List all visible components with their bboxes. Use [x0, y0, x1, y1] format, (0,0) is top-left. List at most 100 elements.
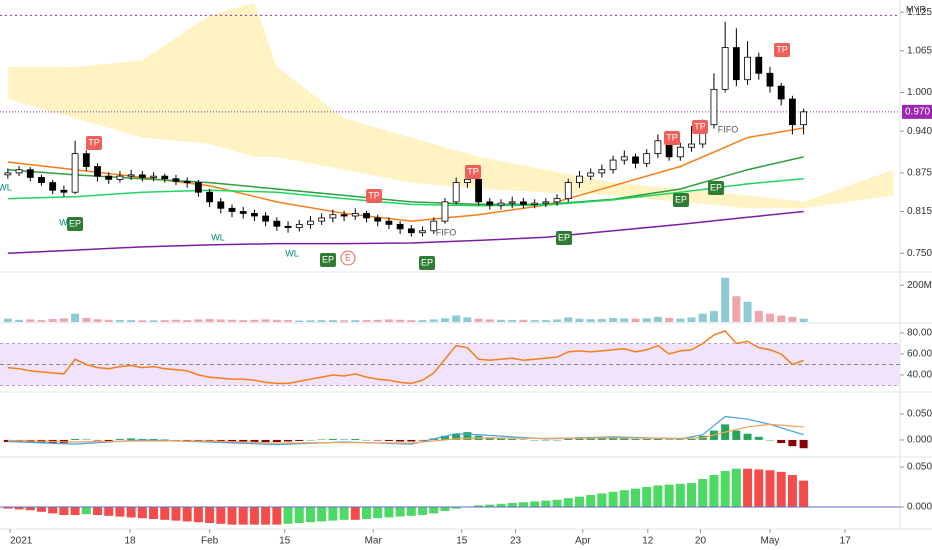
candle-body [441, 201, 449, 222]
candle-body [732, 47, 740, 81]
y-tick-label: 0.050 [907, 409, 932, 420]
candle-body [508, 201, 516, 204]
momentum-bar [249, 507, 259, 525]
y-tick-label: 1.000 [907, 87, 932, 98]
volume-bar [3, 318, 12, 322]
momentum-bar [238, 507, 248, 525]
candle-body [632, 156, 639, 164]
volume-bar [261, 319, 270, 322]
candle-body [374, 217, 382, 222]
macd-bar [485, 437, 494, 440]
y-tick-label: 0.815 [907, 206, 932, 217]
macd-bar [496, 438, 505, 440]
volume-bar [452, 315, 461, 322]
volume-bar [351, 320, 360, 322]
annotation: TP [776, 44, 788, 54]
y-tick-label: 0.050 [907, 462, 932, 473]
y-tick-label: 0.000 [907, 435, 932, 446]
annotation: TP [694, 121, 706, 131]
currency: MYR [906, 4, 927, 14]
momentum-bar [619, 490, 629, 508]
macd-bar [272, 439, 281, 443]
macd-bar [620, 437, 629, 440]
x-tick-label: 15 [456, 536, 468, 547]
annotation: E [345, 252, 351, 262]
annotation-badge [708, 181, 724, 195]
candle-body [307, 220, 314, 225]
volume-bar [205, 319, 214, 322]
volume-bar [340, 320, 349, 322]
x-tick-label: 12 [642, 536, 654, 547]
annotation: WL [285, 248, 299, 258]
candle-body [744, 56, 751, 81]
momentum-bar [70, 507, 80, 516]
candle-body [643, 153, 651, 164]
macd-bar [732, 430, 741, 440]
candle-body [385, 220, 393, 225]
y-tick-label: 0.875 [907, 168, 932, 179]
macd-bar [519, 439, 528, 440]
macd-bar [93, 439, 102, 441]
volume-bar [284, 320, 293, 322]
macd-bar [564, 438, 573, 440]
volume-bar [104, 319, 113, 322]
candle-body [598, 169, 606, 174]
candle-body [766, 72, 774, 87]
momentum-bar [227, 507, 237, 525]
candle-body [183, 180, 191, 183]
candle-body [396, 223, 404, 230]
momentum-bar [216, 507, 226, 524]
volume-bar [732, 296, 741, 322]
volume-bar [396, 319, 405, 322]
volume-bar [138, 320, 147, 322]
macd-bar [340, 439, 349, 440]
annotation-badge [320, 253, 336, 267]
candle-body [576, 175, 583, 183]
volume-bar [93, 319, 102, 322]
candle-body [228, 207, 236, 212]
moving-average [7, 177, 804, 207]
annotation: EP [421, 257, 433, 267]
candle-body [318, 217, 326, 222]
macd-bar [396, 439, 405, 442]
momentum-bar [530, 501, 540, 508]
momentum-bar [160, 507, 170, 520]
momentum-bar [799, 480, 809, 508]
cloud [7, 2, 894, 209]
momentum-bar [642, 487, 652, 508]
candle-body [60, 189, 68, 193]
momentum-bar [507, 503, 517, 508]
candle-body [15, 169, 23, 174]
candle-body [609, 159, 617, 171]
momentum-bar [418, 507, 428, 516]
volume-bar [115, 320, 124, 322]
x-tick-label: 17 [840, 536, 852, 547]
momentum-bar [261, 507, 271, 525]
volume-bar [754, 310, 763, 322]
volume-bar [721, 277, 730, 322]
volume-bar [407, 320, 416, 322]
volume-bar [799, 318, 808, 322]
volume-bar [653, 316, 662, 322]
momentum-bar [384, 507, 394, 518]
candle-body [531, 202, 539, 205]
annotation-badge [366, 189, 382, 203]
annotation-badge [86, 136, 102, 150]
volume-bar [631, 318, 640, 322]
annotation: WL [0, 182, 12, 192]
volume-bar [474, 318, 483, 322]
candle-body [340, 214, 348, 217]
momentum-bar [608, 491, 618, 508]
volume-bar [127, 320, 136, 322]
annotation: EP [322, 254, 334, 264]
macd-bar [765, 439, 774, 441]
macd-bar [665, 439, 674, 440]
annotation: WL [59, 217, 73, 227]
x-tick-label: 2021 [10, 536, 33, 547]
macd-bar [440, 435, 449, 440]
candle-body [150, 175, 157, 178]
volume-bar [306, 320, 315, 322]
macd-bar [171, 439, 180, 441]
candle-body [475, 178, 482, 203]
candle-body [194, 182, 202, 193]
